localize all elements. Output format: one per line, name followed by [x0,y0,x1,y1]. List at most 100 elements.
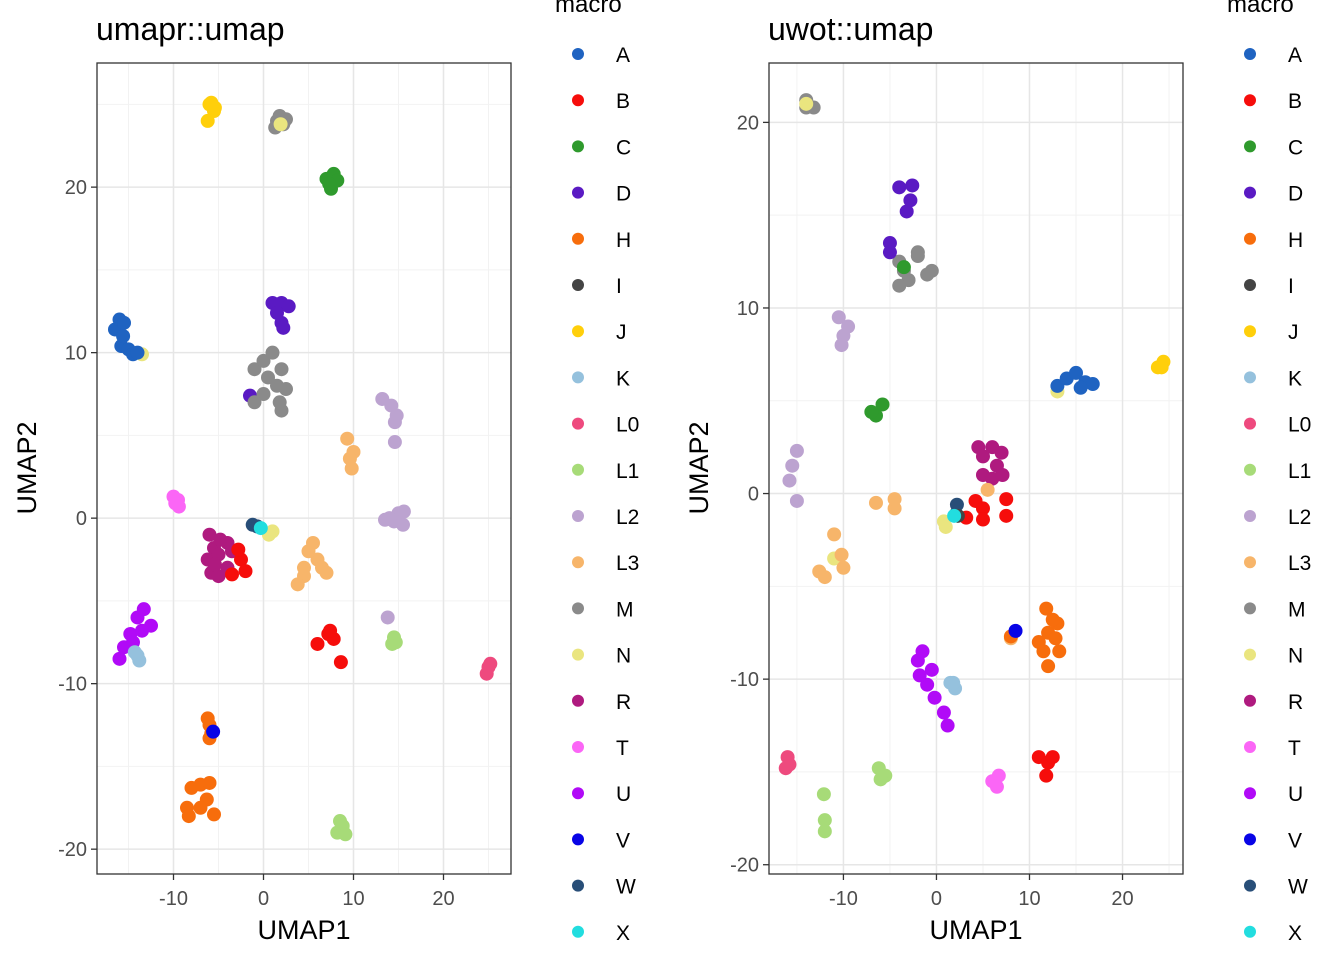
x-tick-label: 0 [931,888,942,910]
legend-key-h [572,232,584,245]
point-k [127,645,142,660]
point-r [202,527,217,542]
legend-key-b [572,94,584,107]
legend-key-a [572,48,584,60]
point-m [256,387,271,402]
legend-key-h [1244,232,1256,245]
point-h [1041,659,1056,674]
point-h [1048,631,1063,646]
point-b [999,492,1014,507]
legend-key-d [1244,186,1256,199]
point-m [274,403,289,418]
point-l2 [396,517,410,532]
legend-key-w [572,879,584,892]
legend-label-n: N [616,645,631,668]
legend-label-v: V [616,829,630,852]
scatter-points [108,95,498,842]
legend-label-l2: L2 [1288,506,1311,529]
y-tick-label: 10 [65,343,87,365]
point-n [936,514,951,529]
point-t [991,768,1006,783]
legend-key-r [572,694,584,707]
plot-area [769,63,1183,874]
legend-key-l0 [572,417,584,430]
point-b [225,567,239,582]
point-l3 [836,560,851,575]
point-l2 [841,319,856,334]
plot-border [96,62,512,875]
legend-key-n [1244,648,1256,661]
point-n [273,117,288,132]
point-m [920,267,935,282]
point-k [946,675,961,690]
point-l3 [344,461,359,476]
point-c [875,397,890,412]
legend-label-l3: L3 [1288,552,1311,575]
point-l3 [827,527,842,542]
legend-label-a: A [1288,44,1302,67]
legend-label-h: H [616,229,631,252]
point-u [927,690,942,705]
legend-key-w [1244,879,1256,892]
x-tick-label: 10 [342,888,364,910]
point-r [211,569,226,584]
legend-label-j: J [1288,321,1299,344]
x-tick-label: -10 [829,888,858,910]
legend-label-m: M [616,598,634,621]
legend-label-c: C [1288,136,1303,159]
x-tick-label: 10 [1018,888,1040,910]
legend-label-n: N [1288,645,1303,668]
point-u [112,651,127,666]
x-axis-title: UMAP1 [257,915,350,945]
legend-label-l1: L1 [1288,460,1311,483]
x-tick-label: 20 [432,888,454,910]
legend-label-r: R [616,691,631,714]
point-m [910,245,925,260]
y-tick-label: 20 [737,112,759,134]
point-h [200,711,215,726]
legend-key-a [1244,48,1256,60]
legend-label-a: A [616,44,630,67]
point-d [270,305,284,320]
x-tick-label: -10 [159,888,188,910]
legend-key-x [572,925,584,938]
point-m [279,382,293,397]
point-u [936,705,951,720]
point-b [975,501,990,516]
legend-key-i [572,279,584,291]
point-l0 [782,757,797,772]
point-r [994,445,1009,460]
point-l3 [301,544,316,559]
point-l3 [340,431,355,446]
legend-label-r: R [1288,691,1303,714]
legend-key-b [1244,94,1256,107]
legend-key-l1 [572,463,584,476]
point-l2 [396,504,411,519]
point-d [892,180,907,195]
point-m [274,362,289,377]
point-b [323,623,338,638]
point-u [915,644,930,659]
legend-label-c: C [616,136,631,159]
point-r [213,532,228,547]
legend-key-x [1244,925,1256,938]
point-l2 [789,493,804,508]
y-tick-label: -20 [730,855,759,877]
legend-label-x: X [1288,922,1302,945]
point-t [989,779,1004,794]
legend-key-u [1244,787,1256,800]
legend-label-l0: L0 [616,414,639,437]
point-a [116,329,131,344]
point-a [117,315,131,330]
chart-title: umapr::umap [96,11,285,47]
legend-key-k [572,371,584,384]
legend-label-i: I [1288,275,1294,298]
legend-label-w: W [1288,876,1308,899]
y-tick-label: 0 [748,484,759,506]
y-tick-label: 10 [737,298,759,320]
y-axis-title: UMAP2 [684,421,714,514]
point-h [1039,601,1054,616]
legend-key-l2 [572,510,584,522]
point-j [200,113,215,128]
